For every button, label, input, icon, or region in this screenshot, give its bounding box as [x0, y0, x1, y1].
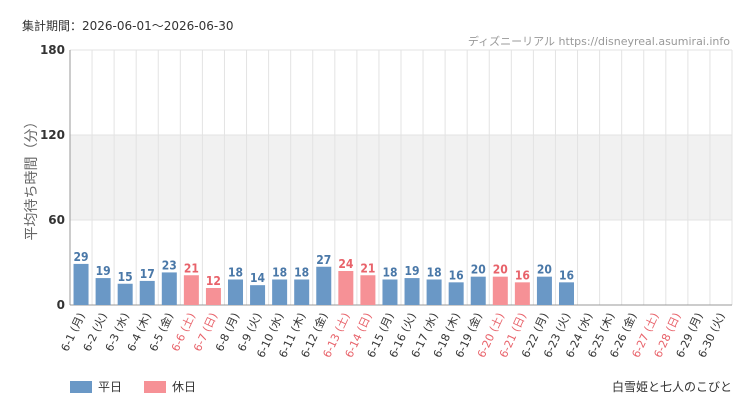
bar [404, 278, 420, 305]
bar [470, 276, 486, 305]
site-credit: ディズニーリアル https://disneyreal.asumirai.inf… [467, 35, 730, 48]
legend-holiday-label: 休日 [172, 380, 197, 394]
bar-value-label: 23 [162, 258, 177, 272]
bar-value-label: 27 [316, 253, 331, 267]
bar-value-label: 18 [272, 266, 287, 280]
bar [117, 283, 133, 305]
y-tick-label: 180 [40, 43, 65, 57]
bar-value-label: 14 [250, 271, 266, 285]
bar [536, 276, 552, 305]
bar-value-label: 21 [360, 261, 375, 275]
bar [139, 280, 155, 305]
bar-value-label: 19 [96, 264, 111, 278]
y-tick-label: 60 [48, 213, 65, 227]
legend-weekday[interactable]: 平日 [70, 378, 122, 395]
bar [492, 276, 508, 305]
bar-value-label: 18 [427, 266, 442, 280]
weekday-swatch [70, 380, 92, 393]
bar [294, 279, 310, 305]
bar-value-label: 19 [405, 264, 420, 278]
bar-value-label: 16 [559, 268, 574, 282]
y-axis-title: 平均待ち時間（分） [24, 115, 40, 241]
bar-value-label: 18 [228, 266, 243, 280]
attraction-name: 白雪姫と七人のこびと [611, 380, 732, 394]
bar [316, 266, 332, 305]
bar [95, 278, 111, 305]
bar-value-label: 20 [493, 263, 508, 277]
bar [272, 279, 288, 305]
bar-value-label: 16 [515, 268, 530, 282]
holiday-swatch [144, 380, 167, 393]
y-tick-label: 120 [40, 128, 65, 142]
bar-value-label: 18 [382, 266, 397, 280]
bar [205, 288, 221, 305]
bar [183, 275, 199, 305]
bar-value-label: 16 [449, 268, 464, 282]
period-label: 集計期間：2026-06-01～2026-06-30 [22, 19, 234, 33]
bar-value-label: 20 [537, 263, 552, 277]
bar [250, 285, 266, 305]
bar [382, 279, 398, 305]
bar [426, 279, 442, 305]
legend-holiday[interactable]: 休日 [144, 378, 196, 395]
bar-value-label: 24 [338, 257, 354, 271]
bar [161, 272, 177, 305]
bar [514, 282, 530, 305]
y-tick-label: 0 [57, 298, 65, 312]
bar [448, 282, 464, 305]
legend: 平日 休日 [70, 378, 196, 395]
bar [228, 279, 243, 305]
bar [73, 263, 89, 305]
bar-value-label: 29 [74, 250, 89, 264]
bar-value-label: 12 [206, 274, 221, 288]
bar [360, 275, 376, 305]
bar-value-label: 15 [118, 270, 133, 284]
bar-value-label: 20 [471, 263, 486, 277]
bar [559, 282, 574, 305]
bar [338, 271, 354, 305]
bar-value-label: 17 [140, 267, 155, 281]
legend-weekday-label: 平日 [98, 380, 123, 394]
bar-value-label: 18 [294, 266, 309, 280]
bar-value-label: 21 [184, 261, 199, 275]
